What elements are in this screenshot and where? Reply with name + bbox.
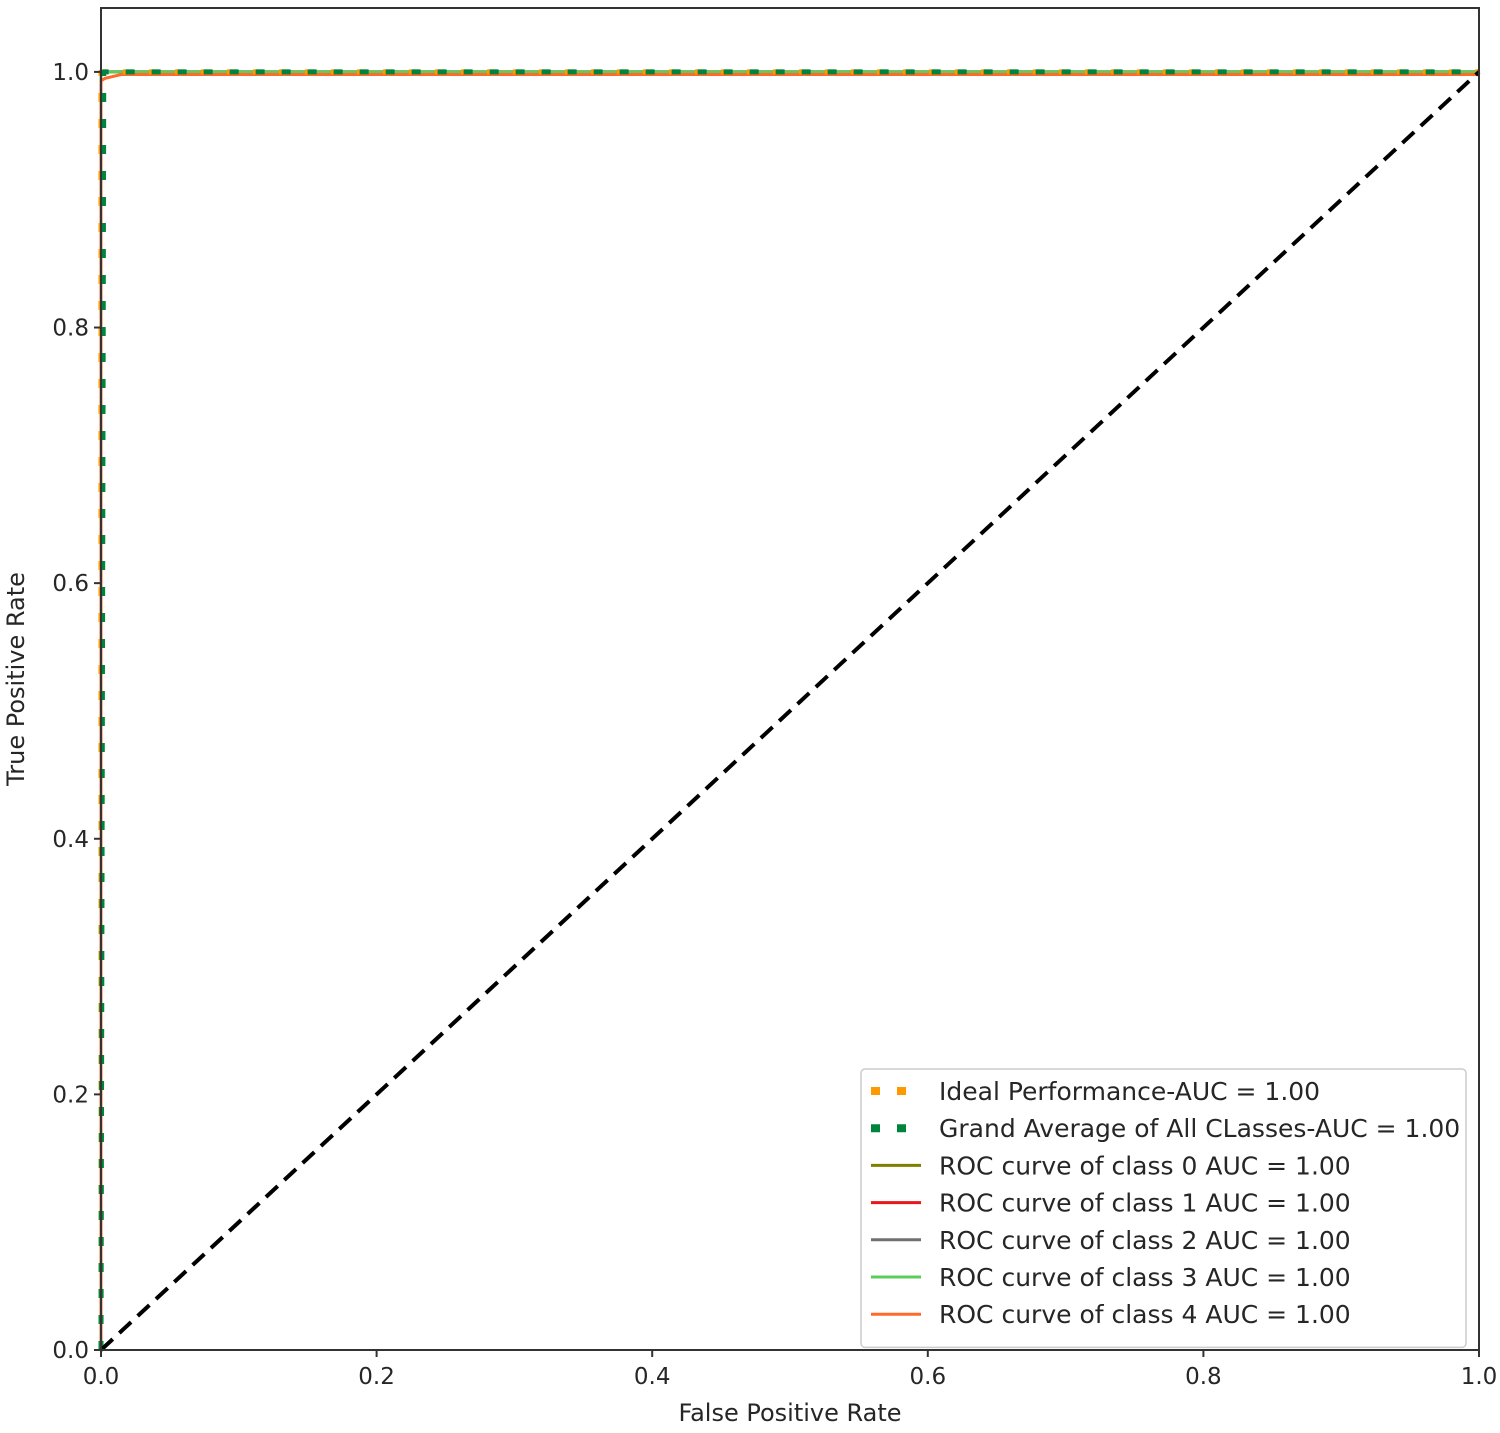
x-tick-label: 0.2 [358,1364,395,1390]
series-line-1 [98,69,1479,1351]
legend: Ideal Performance-AUC = 1.00 Grand Averag… [860,1068,1467,1349]
legend-label-6: ROC curve of class 4 AUC = 1.00 [939,1300,1351,1329]
x-axis-label: False Positive Rate [678,1399,901,1427]
ticks-layer: 0.0 0.2 0.4 0.6 0.8 1.0 0.0 0.2 0.4 0.6 0.8 1.0 [52,60,1497,1390]
y-tick-label: 0.4 [52,827,89,853]
legend-label-0: Ideal Performance-AUC = 1.00 [939,1077,1320,1106]
x-tick-label: 0.6 [910,1364,947,1390]
y-tick-label: 0.8 [52,316,89,342]
legend-label-5: ROC curve of class 3 AUC = 1.00 [939,1263,1351,1292]
y-tick-label: 0.2 [52,1082,89,1108]
x-tick-label: 0.8 [1185,1364,1222,1390]
legend-label-1: Grand Average of All CLasses-AUC = 1.00 [939,1114,1460,1143]
legend-box [860,1068,1467,1349]
x-tick-label: 1.0 [1461,1364,1498,1390]
y-tick-label: 0.6 [52,571,89,597]
x-tick-label: 0.0 [83,1364,120,1390]
y-tick-label: 0.0 [52,1338,89,1364]
legend-label-4: ROC curve of class 2 AUC = 1.00 [939,1226,1351,1255]
x-tick-label: 0.4 [634,1364,671,1390]
legend-label-2: ROC curve of class 0 AUC = 1.00 [939,1151,1351,1180]
y-axis-label: True Positive Rate [2,572,30,787]
reference-diagonal-line [99,70,1481,1352]
legend-label-3: ROC curve of class 1 AUC = 1.00 [939,1189,1351,1218]
y-tick-label: 1.0 [52,60,89,86]
plot-frame [100,7,1480,1351]
